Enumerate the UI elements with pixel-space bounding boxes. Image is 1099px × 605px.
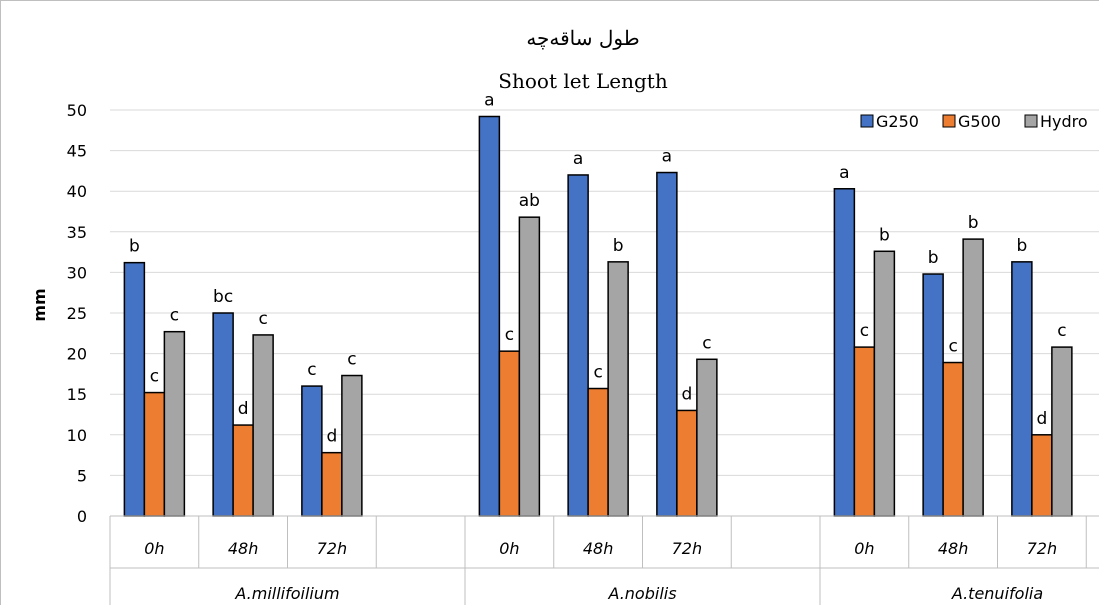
- legend-swatch: [942, 114, 956, 128]
- data-label: c: [1057, 321, 1066, 341]
- bar: [478, 115, 501, 517]
- bar: [607, 261, 629, 517]
- data-label: a: [662, 147, 672, 167]
- category-label: 0h: [144, 539, 164, 558]
- y-tick-label: 0: [77, 507, 87, 526]
- legend-entry: G250: [876, 112, 919, 131]
- data-label: b: [129, 237, 140, 257]
- bar: [656, 171, 678, 517]
- data-label: d: [1036, 409, 1047, 429]
- data-label: d: [326, 427, 337, 447]
- bar: [942, 361, 964, 517]
- data-label: c: [258, 309, 267, 329]
- category-label: 72h: [1027, 539, 1058, 558]
- group-label: A.millifoilium: [234, 584, 339, 603]
- bar: [143, 391, 166, 517]
- legend-entry: G500: [958, 112, 1001, 131]
- bar: [498, 350, 521, 517]
- data-label: b: [879, 225, 890, 245]
- category-label: 48h: [938, 539, 969, 558]
- category-label: 0h: [854, 539, 874, 558]
- data-label: ab: [519, 191, 540, 211]
- y-tick-label: 25: [67, 304, 87, 323]
- data-label: a: [484, 90, 494, 110]
- data-label: b: [1016, 236, 1027, 256]
- y-tick-label: 15: [67, 385, 87, 404]
- bar: [252, 334, 274, 517]
- data-label: b: [928, 248, 939, 268]
- category-label: 72h: [672, 539, 703, 558]
- y-tick-label: 30: [67, 263, 87, 282]
- bar: [853, 346, 876, 517]
- bar: [873, 250, 896, 517]
- bar: [1011, 261, 1033, 517]
- y-axis-label: mm: [30, 288, 49, 321]
- bar: [567, 174, 589, 517]
- bar: [587, 387, 609, 517]
- bar: [232, 424, 254, 517]
- bar: [212, 312, 234, 517]
- y-tick-labels: 0 5 10 15 20 25 30 35 40 45 50: [67, 101, 87, 526]
- legend-swatch: [1024, 114, 1038, 128]
- bar: [922, 273, 944, 517]
- bar: [1031, 434, 1053, 517]
- category-label: 48h: [228, 539, 259, 558]
- bar: [301, 385, 323, 517]
- group-label: A.tenuifolia: [951, 584, 1043, 603]
- bar: [123, 261, 146, 517]
- data-label: d: [681, 384, 692, 404]
- legend-entry: Hydro: [1040, 112, 1088, 131]
- y-tick-label: 10: [67, 426, 87, 445]
- group-label: A.nobilis: [607, 584, 676, 603]
- y-tick-label: 40: [67, 182, 87, 201]
- legend: G250 G500 Hydro: [860, 112, 1088, 131]
- category-label: 0h: [499, 539, 519, 558]
- data-label: bc: [213, 287, 233, 307]
- chart-title: Shoot let Length: [498, 69, 668, 93]
- data-label: c: [593, 363, 602, 383]
- data-label: c: [347, 350, 356, 370]
- bar: [962, 238, 984, 517]
- data-label: b: [968, 213, 979, 233]
- bar: [518, 216, 541, 517]
- data-label: a: [839, 163, 849, 183]
- bar: [696, 358, 718, 517]
- data-label: c: [860, 321, 869, 341]
- bar: [321, 451, 343, 517]
- bar: [676, 409, 698, 517]
- x-axis: 0h 48h 72h A.millifoilium 0h 48h 72h A.nobilis 0…: [109, 515, 1099, 605]
- data-label: c: [948, 337, 957, 357]
- data-label: b: [613, 236, 624, 256]
- data-label: c: [170, 306, 179, 326]
- data-label: c: [307, 360, 316, 380]
- bar: [341, 374, 363, 517]
- data-label: d: [238, 399, 249, 419]
- data-label: a: [573, 149, 583, 169]
- category-label: 72h: [317, 539, 348, 558]
- bars: [123, 115, 1073, 517]
- y-tick-label: 45: [67, 142, 87, 161]
- category-label: 48h: [583, 539, 614, 558]
- data-label: c: [702, 333, 711, 353]
- legend-swatch: [860, 114, 874, 128]
- y-tick-label: 50: [67, 101, 87, 120]
- bar: [163, 330, 186, 517]
- data-label: c: [505, 325, 514, 345]
- bar: [1051, 346, 1073, 517]
- y-tick-label: 20: [67, 345, 87, 364]
- bar: [833, 188, 856, 517]
- y-tick-label: 5: [77, 466, 87, 485]
- data-label: c: [150, 367, 159, 387]
- chart-subtitle: طول ساقه‌چه: [526, 26, 639, 50]
- y-tick-label: 35: [67, 223, 87, 242]
